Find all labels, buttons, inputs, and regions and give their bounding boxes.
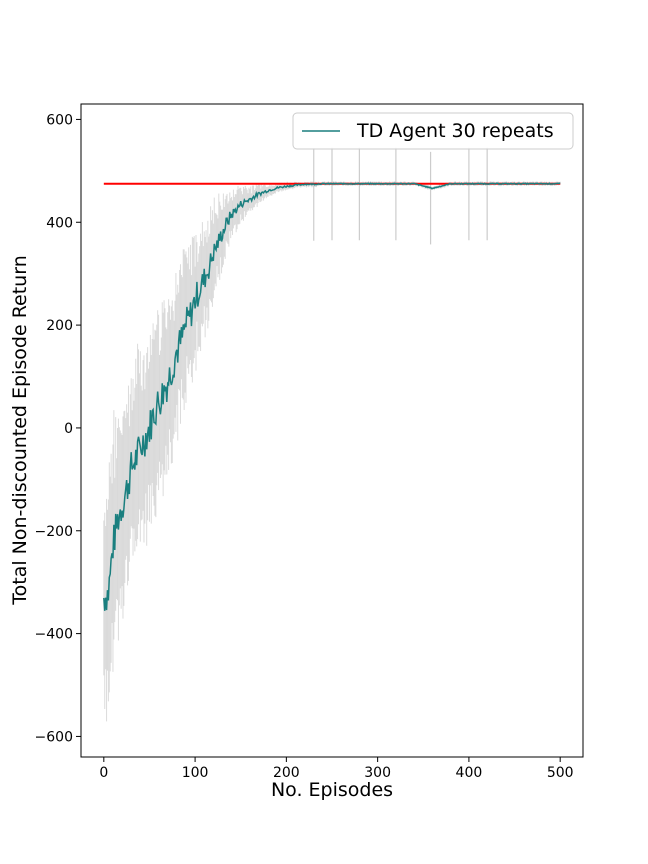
axes-frame-group	[80, 103, 584, 758]
y-tick-label: 600	[46, 112, 73, 128]
y-tick-label: −600	[35, 729, 73, 745]
x-tick-label: 300	[364, 765, 391, 781]
y-tick-label: 200	[46, 318, 73, 334]
series-line-td-agent	[103, 182, 561, 611]
y-ticks-group: −600 −400 −200 0 200 400 600	[35, 112, 81, 745]
x-tick-label: 0	[99, 765, 108, 781]
y-tick-label: 0	[64, 421, 73, 437]
legend-box	[292, 112, 574, 150]
y-axis-title: Total Non-discounted Episode Return	[9, 255, 31, 606]
x-tick-label: 400	[456, 765, 483, 781]
plot-frame	[80, 103, 584, 758]
x-tick-label: 200	[273, 765, 300, 781]
y-tick-label: −400	[35, 627, 73, 643]
x-tick-label: 500	[547, 765, 574, 781]
y-tick-label: 400	[46, 215, 73, 231]
y-tick-label: −200	[35, 524, 73, 540]
series-group	[103, 182, 561, 611]
legend-label: TD Agent 30 repeats	[356, 120, 554, 142]
x-axis-title: No. Episodes	[271, 779, 393, 801]
x-tick-label: 100	[182, 765, 209, 781]
legend: TD Agent 30 repeats	[292, 112, 574, 150]
errorbars-group	[103, 147, 561, 722]
x-ticks-group: 0 100 200 300 400 500	[99, 757, 574, 781]
